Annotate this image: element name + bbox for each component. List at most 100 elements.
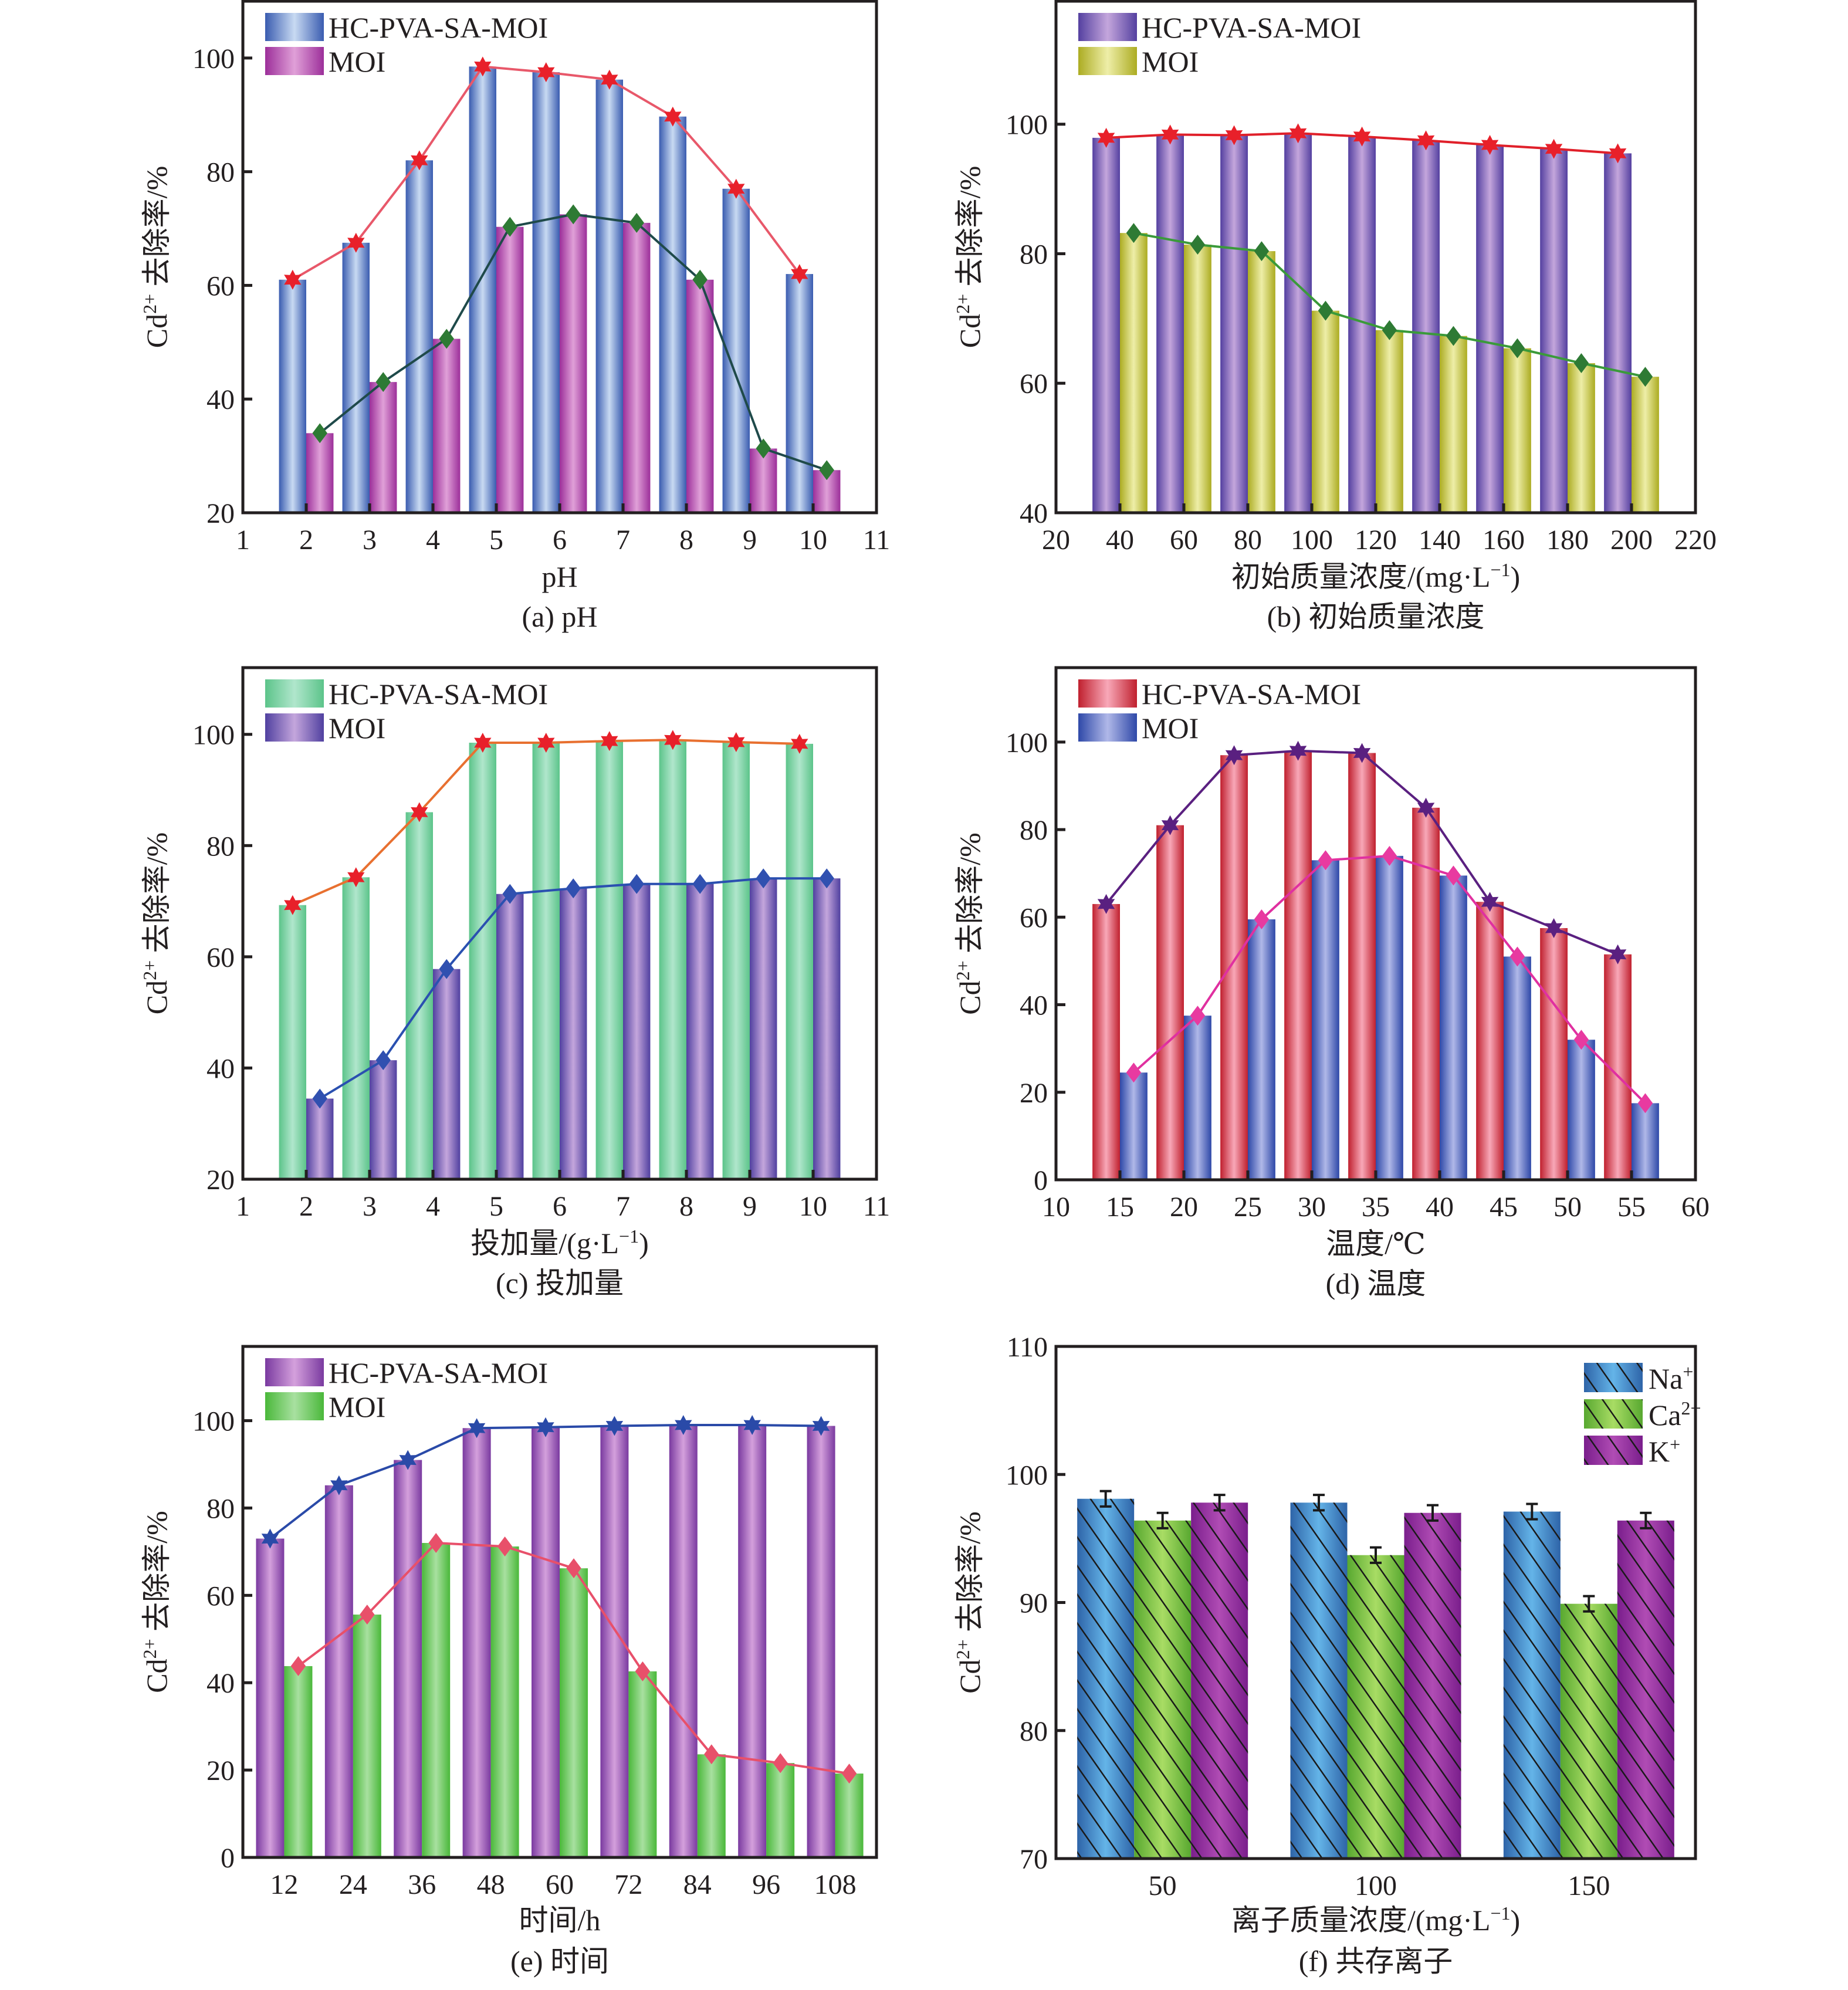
x-axis-label-b: 初始质量浓度/(mg·L−1) — [1231, 559, 1520, 593]
y-axis-label-c-base: Cd — [140, 980, 173, 1014]
bar-e-s0-4 — [532, 1427, 560, 1857]
bar-e-s0-0 — [256, 1538, 285, 1857]
x-tick-label-c-4: 5 — [489, 1191, 503, 1222]
bar-b-s0-3 — [1284, 133, 1312, 513]
bar-e-s0-8 — [807, 1426, 835, 1857]
bar-a-s0-5 — [595, 79, 623, 513]
legend-f: Na+Ca2+K+ — [1584, 1361, 1701, 1468]
legend-swatch-a-0 — [265, 13, 324, 41]
x-axis-label-d: 温度/℃ — [1326, 1227, 1426, 1260]
y-tick-label-d-2: 40 — [1020, 990, 1048, 1021]
legend-swatch-e-1 — [265, 1392, 324, 1420]
marker-diamond-a-1 — [375, 372, 391, 392]
y-tick-label-f-0: 70 — [1020, 1844, 1048, 1875]
marker-star-c-3 — [474, 733, 492, 753]
y-axis-label-e-sup: 2+ — [139, 1639, 160, 1659]
x-tick-label-d-1: 15 — [1106, 1192, 1134, 1223]
marker-star-a-8 — [791, 264, 808, 285]
y-tick-label-a-3: 80 — [207, 157, 235, 188]
bar-e-s1-8 — [835, 1774, 864, 1857]
bar-e-s1-3 — [490, 1546, 519, 1857]
y-axis-label-b-rest: 去除率/% — [953, 166, 986, 294]
bar-b-s1-0 — [1120, 233, 1148, 513]
y-tick-label-f-3: 100 — [1006, 1460, 1048, 1491]
x-tick-label-a-8: 9 — [743, 524, 757, 556]
bar-a-s1-7 — [750, 448, 777, 513]
y-axis-label-d-base: Cd — [953, 980, 986, 1014]
x-tick-label-e-2: 36 — [408, 1869, 436, 1900]
y-tick-label-e-4: 80 — [207, 1493, 235, 1524]
bar-a-s0-0 — [279, 279, 306, 513]
bar-c-s0-0 — [279, 905, 306, 1179]
marker-star-a-1 — [347, 232, 365, 253]
x-tick-label-b-8: 180 — [1546, 524, 1589, 556]
bar-d-s1-3 — [1312, 860, 1339, 1180]
legend-swatch-e-0 — [265, 1358, 324, 1386]
x-tick-label-a-2: 3 — [363, 524, 377, 556]
marker-star-c-7 — [727, 732, 745, 752]
panel-caption-d: (d) 温度 — [1326, 1267, 1426, 1300]
error-bar-f-s2-2 — [1640, 1511, 1652, 1529]
marker-star-a-2 — [411, 150, 428, 171]
marker-star-b-7 — [1545, 138, 1563, 159]
bar-a-s1-3 — [496, 226, 524, 513]
bar-d-s0-1 — [1156, 825, 1184, 1180]
bar-c-s0-1 — [342, 877, 370, 1179]
bar-a-s1-4 — [560, 214, 587, 513]
marker-diamond-d-5 — [1446, 865, 1461, 886]
y-tick-label-f-4: 110 — [1007, 1332, 1048, 1363]
bar-hatch-f-s0-1 — [1290, 1502, 1348, 1859]
marker-diamond-a-2 — [439, 329, 454, 349]
error-bar-f-s1-1 — [1370, 1546, 1382, 1564]
bar-b-s1-8 — [1632, 377, 1659, 513]
x-tick-label-b-7: 160 — [1483, 524, 1525, 556]
marker-star-e-8 — [812, 1416, 830, 1436]
bars-f — [1077, 1490, 1674, 1859]
x-tick-label-b-1: 40 — [1106, 524, 1134, 556]
y-axis-label-d-sup: 2+ — [952, 960, 973, 980]
x-tick-label-b-10: 220 — [1674, 524, 1717, 556]
x-tick-label-f-2: 150 — [1568, 1870, 1610, 1901]
marker-diamond-b-1 — [1190, 235, 1206, 255]
marker-diamond-b-3 — [1318, 300, 1333, 321]
marker-star-b-1 — [1161, 124, 1179, 145]
error-bar-f-s2-0 — [1213, 1494, 1226, 1512]
marker-star-c-0 — [284, 895, 302, 915]
marker-diamond-c-1 — [375, 1050, 391, 1071]
bar-b-s1-5 — [1440, 336, 1467, 513]
y-axis-label-e-base: Cd — [140, 1659, 173, 1693]
marker-diamond-b-7 — [1573, 353, 1589, 374]
legend-swatch-d-0 — [1078, 679, 1137, 708]
legend-label-b-0: HC-PVA-SA-MOI — [1142, 11, 1361, 44]
bar-d-s1-6 — [1504, 956, 1531, 1180]
x-axis-label-f-base: 离子质量浓度/(mg·L — [1231, 1904, 1491, 1937]
x-axis-label-f-sup: −1 — [1490, 1903, 1510, 1924]
marker-star-c-6 — [664, 730, 682, 750]
bar-hatch-f-s0-2 — [1503, 1511, 1561, 1859]
y-axis-label-a-base: Cd — [140, 314, 173, 348]
marker-star-d-1 — [1161, 815, 1179, 835]
x-tick-label-d-2: 20 — [1170, 1192, 1198, 1223]
x-tick-label-d-4: 30 — [1298, 1192, 1326, 1223]
x-tick-label-b-2: 60 — [1170, 524, 1198, 556]
bar-d-s0-6 — [1476, 902, 1504, 1180]
marker-diamond-a-4 — [566, 204, 581, 225]
panel-caption-a: (a) pH — [522, 600, 597, 633]
y-tick-label-c-0: 20 — [207, 1165, 235, 1196]
marker-star-e-5 — [605, 1416, 624, 1436]
marker-diamond-b-6 — [1509, 338, 1525, 358]
y-axis-label-c: Cd2+ 去除率/% — [139, 832, 173, 1014]
marker-star-b-2 — [1225, 125, 1243, 145]
legend-label-base: Na — [1649, 1362, 1683, 1395]
marker-star-e-3 — [468, 1418, 486, 1439]
marker-diamond-e-0 — [290, 1656, 306, 1676]
bar-d-s1-4 — [1376, 855, 1403, 1180]
legend-label-a-1: MOI — [329, 45, 385, 78]
bar-c-s0-4 — [532, 742, 560, 1179]
bar-d-s0-7 — [1540, 928, 1568, 1180]
bar-b-s0-2 — [1220, 135, 1248, 513]
marker-star-b-8 — [1609, 143, 1627, 164]
marker-diamond-e-3 — [497, 1536, 513, 1556]
x-tick-label-d-5: 35 — [1362, 1192, 1390, 1223]
